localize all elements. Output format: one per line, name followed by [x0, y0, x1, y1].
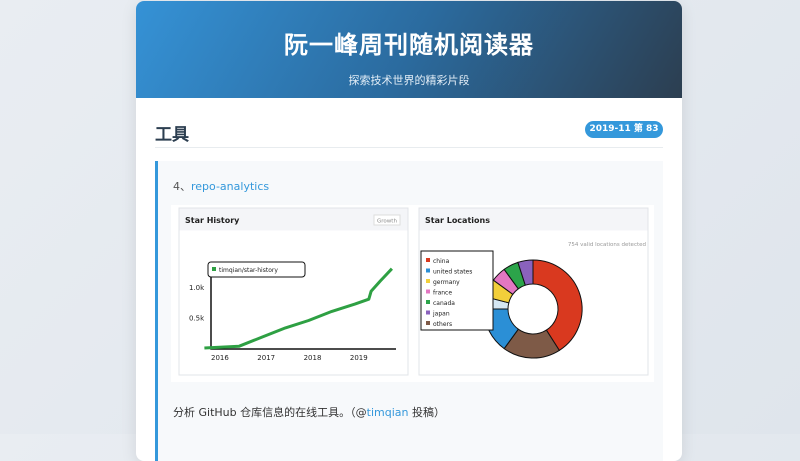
- x-tick-label: 2019: [350, 354, 368, 362]
- growth-button-label: Growth: [377, 219, 397, 225]
- x-tick-label: 2018: [304, 354, 322, 362]
- legend-label: others: [433, 321, 452, 328]
- article-image: Star History Star Locations Growth 0.5k 1.0k…: [171, 205, 654, 382]
- app-title: 阮一峰周刊随机阅读器: [284, 31, 534, 59]
- legend-swatch: [426, 321, 430, 325]
- article-item: 4、repo-analytics Star History Star Locati…: [155, 161, 663, 461]
- desc-suffix: 投稿）: [408, 406, 445, 419]
- legend-label: timqian/star-history: [219, 267, 278, 274]
- star-history-panel: [178, 207, 409, 376]
- reader-card: 阮一峰周刊随机阅读器 探索技术世界的精彩片段 工具 2019-11 第 83 期…: [136, 1, 682, 461]
- legend-swatch: [426, 310, 430, 315]
- legend-box: [207, 261, 306, 278]
- legend-swatch: [426, 279, 430, 283]
- legend-swatch: [426, 258, 430, 262]
- growth-button: [373, 214, 401, 226]
- star-history-line: [204, 267, 393, 350]
- desc-text: 分析 GitHub 仓库信息的在线工具。（@: [173, 406, 367, 419]
- legend-label: france: [433, 290, 452, 297]
- section-title: 工具: [155, 125, 189, 145]
- star-locations-panel-header: [419, 208, 648, 231]
- legend-label: germany: [433, 279, 460, 286]
- donut-slice-japan: [517, 259, 534, 286]
- locations-legend-box: [420, 250, 494, 331]
- y-tick-label: 0.5k: [189, 315, 205, 323]
- legend-label: united states: [433, 269, 472, 276]
- issue-badge: 2019-11 第 83 期: [585, 121, 663, 151]
- legend-label: canada: [433, 300, 455, 307]
- article-title: 4、repo-analytics: [173, 178, 269, 194]
- donut-slice-china: [532, 259, 583, 352]
- x-tick-label: 2017: [257, 354, 275, 362]
- article-number: 4、: [173, 180, 191, 193]
- app-subtitle: 探索技术世界的精彩片段: [348, 74, 470, 87]
- legend-swatch: [212, 267, 216, 271]
- legend-swatch: [426, 289, 430, 294]
- locations-note: 754 valid locations detected: [568, 242, 646, 248]
- star-locations-panel-title: Star Locations: [425, 216, 490, 225]
- repo-analytics-screenshot: Star History Star Locations Growth 0.5k 1.0k…: [178, 207, 649, 376]
- article-description: 分析 GitHub 仓库信息的在线工具。（@timqian 投稿）: [173, 404, 445, 420]
- star-history-panel-title: Star History: [185, 216, 240, 225]
- star-history-panel-header: [179, 208, 408, 231]
- article-link[interactable]: repo-analytics: [191, 180, 270, 193]
- y-tick-label: 1.0k: [189, 284, 205, 292]
- x-tick-label: 2016: [211, 354, 229, 362]
- legend-swatch: [426, 300, 430, 304]
- legend-swatch: [426, 268, 430, 273]
- author-link[interactable]: timqian: [366, 406, 409, 419]
- header: 阮一峰周刊随机阅读器 探索技术世界的精彩片段: [136, 1, 682, 98]
- legend-label: china: [433, 258, 450, 265]
- divider: [155, 147, 663, 148]
- legend-label: japan: [432, 311, 450, 318]
